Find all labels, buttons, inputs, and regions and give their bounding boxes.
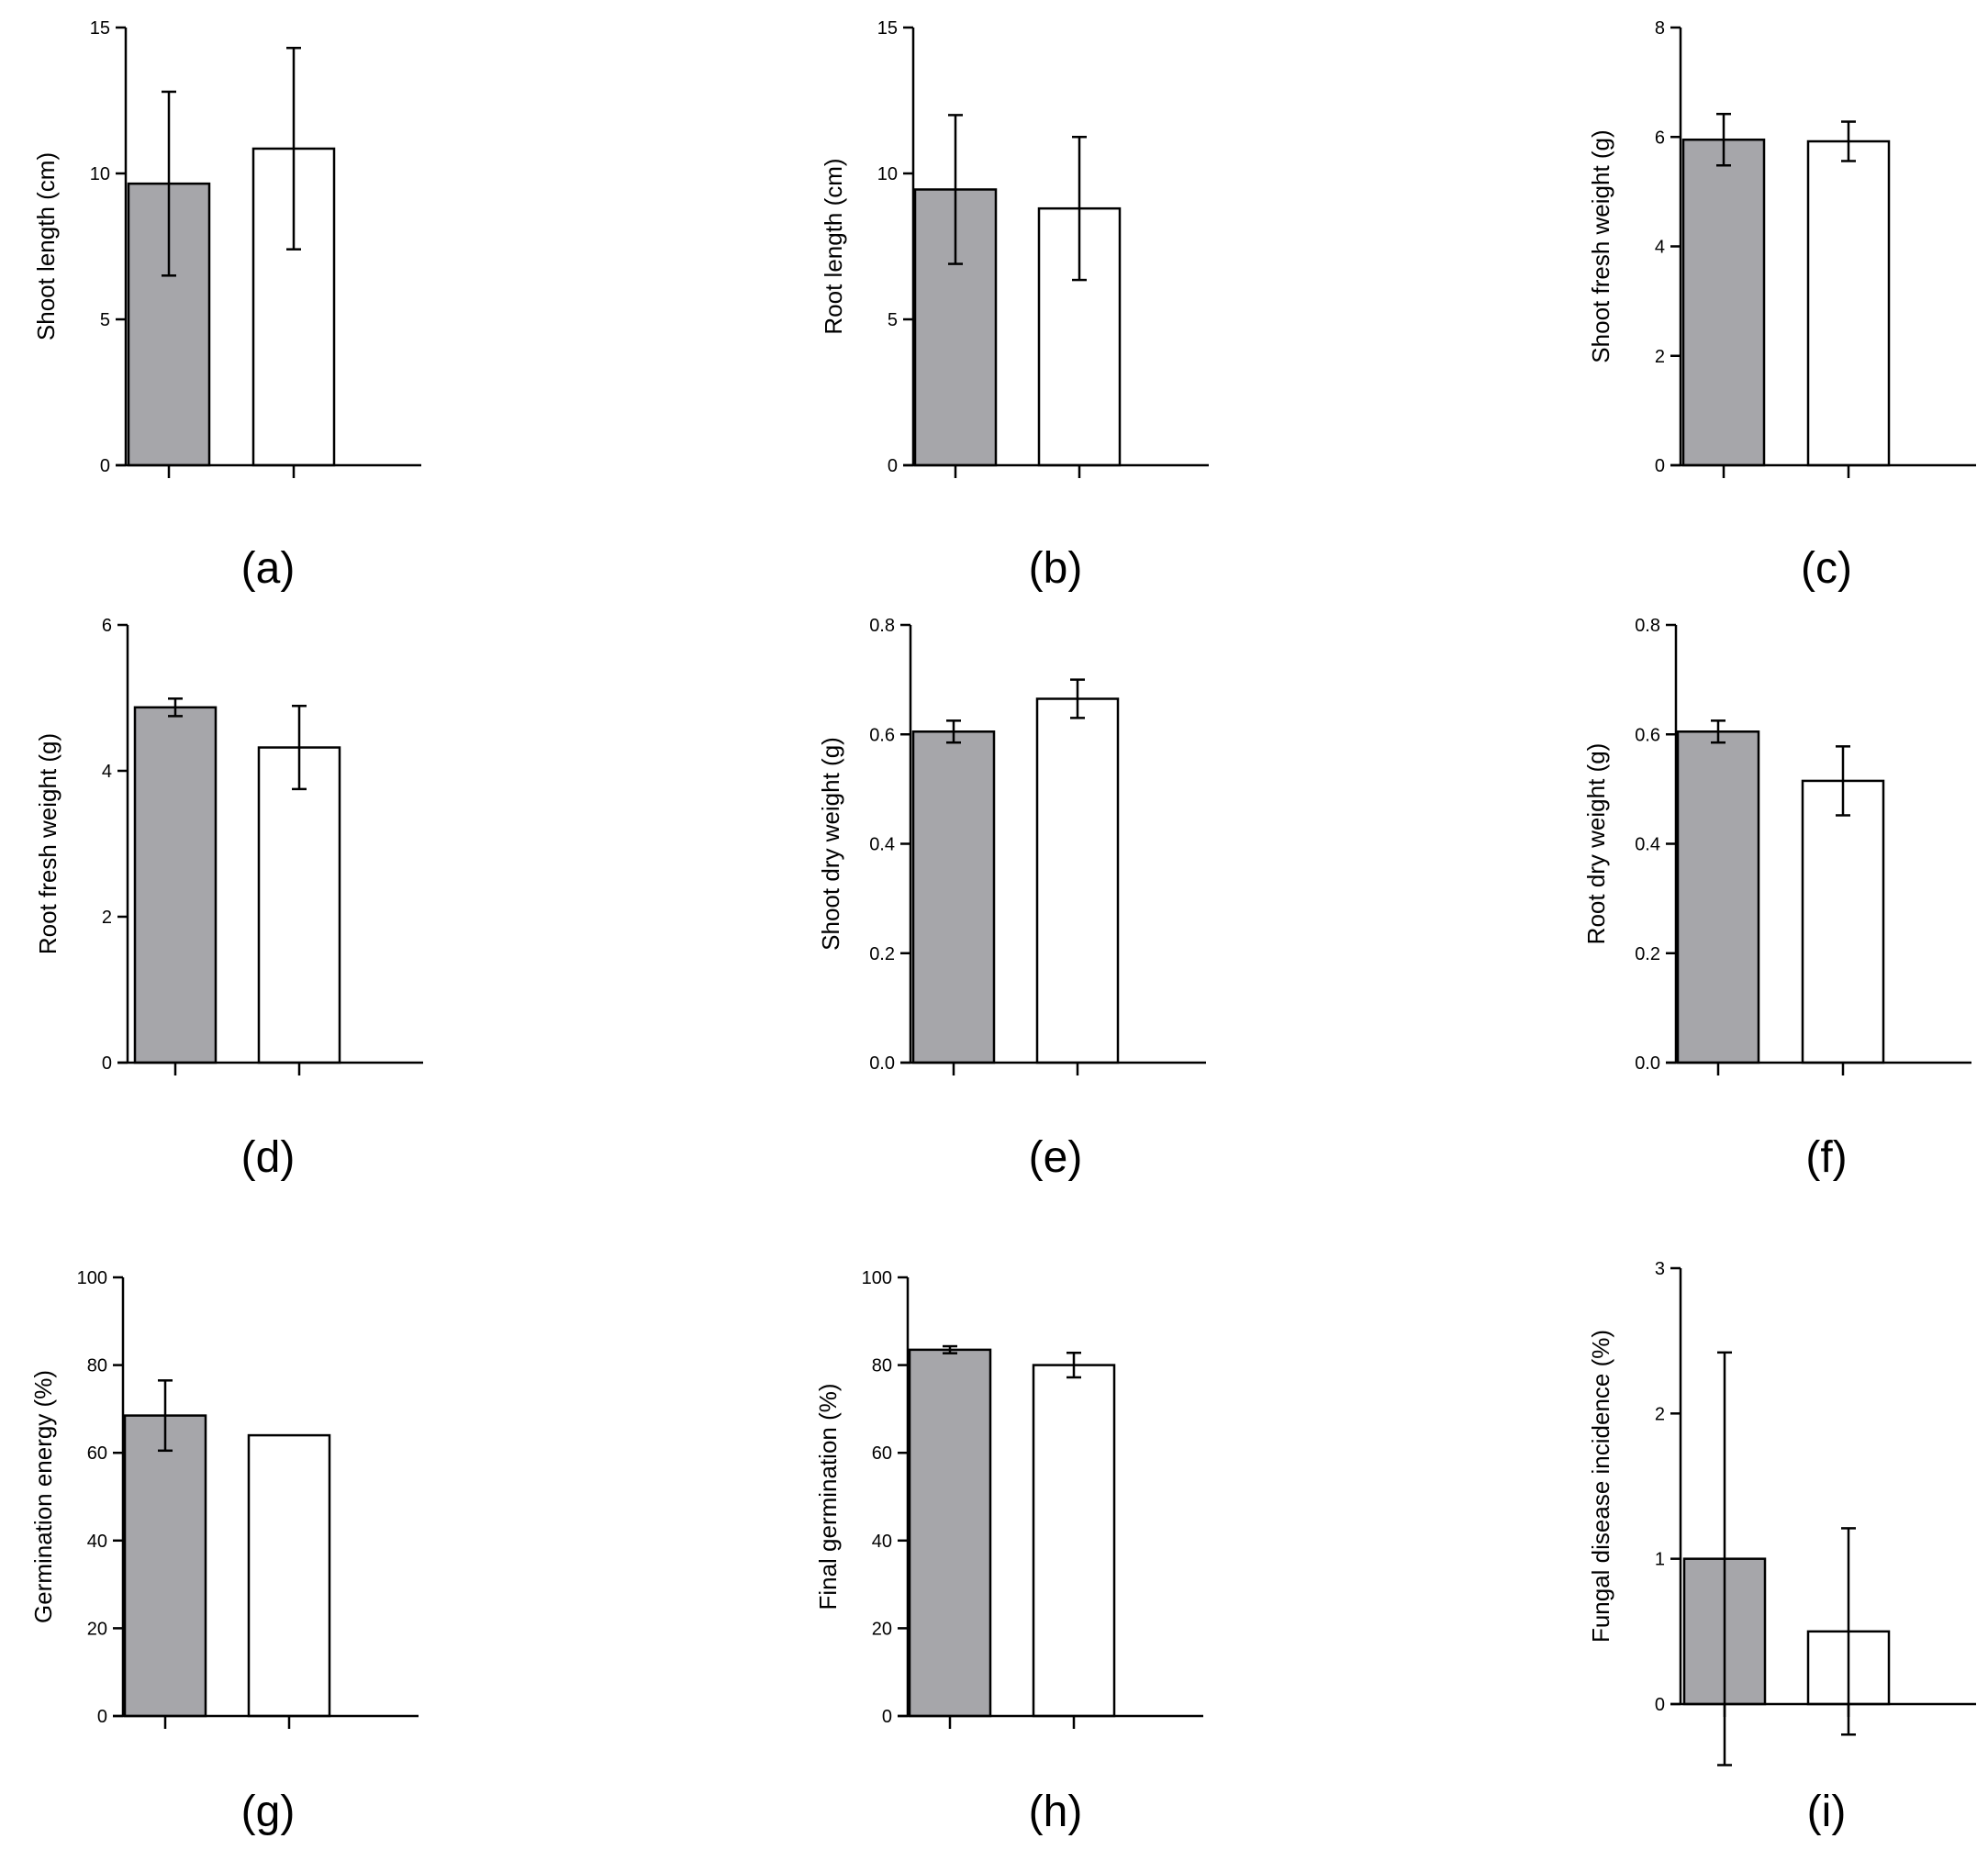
y-tick-label: 100 [862, 1268, 892, 1288]
bar [908, 1348, 992, 1718]
y-tick-label: 5 [100, 310, 110, 330]
y-tick-label: 60 [872, 1443, 892, 1464]
panel-label: (a) [241, 544, 296, 593]
chart-panel: 0.0 0.2 0.4 0.6 0.8 Root dry weight (g) (f) [1582, 616, 1971, 1182]
chart-panel: 0 2 4 6 8 Shoot fresh weight (g) (c) [1587, 18, 1976, 593]
y-axis-title: Root dry weight (g) [1582, 743, 1610, 945]
chart-panel: 0 5 10 15 Shoot length (cm) (a) [32, 18, 421, 593]
bar [1676, 730, 1760, 1064]
y-tick-label: 0.6 [1635, 725, 1660, 745]
bar [1681, 138, 1766, 467]
bar [1806, 139, 1891, 467]
y-tick-label: 6 [1655, 128, 1665, 148]
y-tick-label: 0 [1655, 456, 1665, 476]
bar [1801, 779, 1885, 1064]
chart-panel: 0.0 0.2 0.4 0.6 0.8 Shoot dry weight (g) (e) [817, 616, 1206, 1182]
y-tick-label: 0.0 [869, 1053, 895, 1074]
panel-label: (i) [1807, 1788, 1847, 1836]
bar [1035, 697, 1120, 1064]
panel-label: (g) [241, 1788, 296, 1836]
y-tick-label: 0 [888, 456, 898, 476]
chart-panel: 0 20 40 60 80 100 Final germination (%) (h) [814, 1268, 1203, 1836]
y-tick-label: 6 [102, 616, 112, 636]
y-tick-label: 20 [872, 1619, 892, 1639]
chart-panel: 0 1 2 3 Fungal disease incidence (%) (i) [1587, 1259, 1976, 1836]
y-axis-title: Shoot dry weight (g) [817, 737, 844, 951]
bar [257, 746, 341, 1064]
y-tick-label: 0.4 [1635, 835, 1660, 855]
y-tick-label: 2 [1655, 347, 1665, 367]
panel-label: (f) [1805, 1133, 1847, 1182]
y-tick-label: 0 [1655, 1695, 1665, 1715]
y-tick-label: 0 [97, 1707, 107, 1727]
chart-panel: 0 20 40 60 80 100 Germination energy (%) (g) [29, 1268, 419, 1836]
y-tick-label: 0 [100, 456, 110, 476]
panel-label: (h) [1029, 1788, 1083, 1836]
y-tick-label: 100 [77, 1268, 107, 1288]
chart-panel: 0 5 10 15 Root length (cm) (b) [820, 18, 1209, 593]
bar [123, 1414, 207, 1718]
y-axis-title: Final germination (%) [814, 1383, 842, 1610]
y-axis-title: Shoot length (cm) [32, 152, 60, 340]
y-tick-label: 0.2 [1635, 944, 1660, 964]
y-tick-label: 1 [1655, 1550, 1665, 1570]
y-tick-label: 4 [1655, 238, 1665, 258]
y-tick-label: 5 [888, 310, 898, 330]
y-tick-label: 2 [1655, 1404, 1665, 1424]
bar [247, 1433, 331, 1718]
y-tick-label: 3 [1655, 1259, 1665, 1279]
y-tick-label: 10 [90, 164, 110, 184]
y-tick-label: 15 [877, 18, 898, 39]
y-tick-label: 80 [87, 1356, 107, 1376]
y-tick-label: 0.4 [869, 835, 895, 855]
y-tick-label: 0 [102, 1053, 112, 1074]
y-tick-label: 10 [877, 164, 898, 184]
y-tick-label: 2 [102, 908, 112, 928]
y-tick-label: 40 [872, 1532, 892, 1552]
panel-label: (e) [1029, 1133, 1083, 1182]
y-axis-title: Root length (cm) [820, 158, 847, 334]
y-tick-label: 40 [87, 1532, 107, 1552]
bar [911, 730, 996, 1064]
y-tick-label: 0 [882, 1707, 892, 1727]
y-tick-label: 60 [87, 1443, 107, 1464]
chart-panel: 0 2 4 6 Root fresh weight (g) (d) [34, 616, 423, 1182]
bar [133, 706, 218, 1064]
y-tick-label: 8 [1655, 18, 1665, 39]
panel-label: (d) [241, 1133, 296, 1182]
y-axis-title: Root fresh weight (g) [34, 733, 61, 954]
y-axis-title: Shoot fresh weight (g) [1587, 129, 1614, 362]
y-tick-label: 0.0 [1635, 1053, 1660, 1074]
y-tick-label: 15 [90, 18, 110, 39]
y-tick-label: 4 [102, 762, 112, 782]
y-axis-title: Fungal disease incidence (%) [1587, 1330, 1614, 1643]
panel-label: (c) [1801, 544, 1852, 593]
bar [1032, 1364, 1116, 1718]
y-tick-label: 20 [87, 1619, 107, 1639]
y-axis-title: Germination energy (%) [29, 1370, 57, 1623]
y-tick-label: 0.8 [869, 616, 895, 636]
panel-label: (b) [1029, 544, 1083, 593]
y-tick-label: 80 [872, 1356, 892, 1376]
y-tick-label: 0.2 [869, 944, 895, 964]
y-tick-label: 0.6 [869, 725, 895, 745]
y-tick-label: 0.8 [1635, 616, 1660, 636]
